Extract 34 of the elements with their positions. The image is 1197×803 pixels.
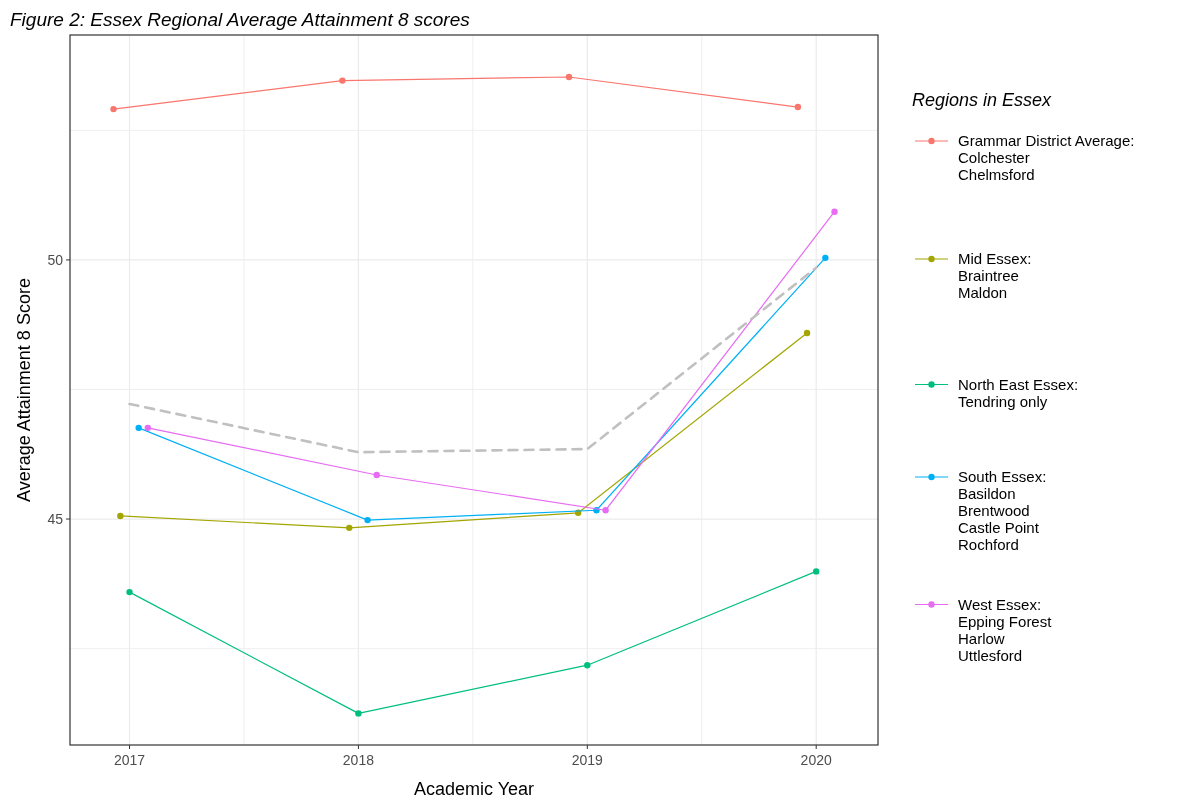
- point: [339, 77, 346, 84]
- point: [346, 524, 353, 532]
- point: [803, 329, 811, 337]
- x-tick-label: 2017: [113, 752, 146, 768]
- point: [364, 516, 371, 524]
- y-tick-label: 50: [47, 251, 64, 268]
- legend-label: Mid Essex: Braintree Maldon: [958, 250, 1032, 301]
- point: [110, 105, 117, 113]
- point: [602, 507, 609, 514]
- point: [117, 512, 124, 520]
- legend-label: West Essex: Epping Forest Harlow Uttlesford: [958, 595, 1053, 664]
- x-tick-label: 2020: [800, 752, 832, 768]
- x-axis-title: Academic Year: [413, 779, 535, 799]
- y-tick-label: 45: [47, 511, 64, 528]
- point: [355, 710, 362, 717]
- legend-label: Grammar District Average: Colchester Chelmsford: [958, 132, 1135, 183]
- point: [831, 208, 838, 215]
- point: [813, 568, 820, 575]
- point: [794, 103, 802, 111]
- point: [584, 661, 591, 669]
- legend-label: North East Essex: Tendring only: [958, 375, 1079, 410]
- point: [565, 73, 573, 81]
- x-tick-label: 2019: [571, 752, 604, 768]
- line-series: [128, 266, 818, 454]
- legend-title: Regions in Essex: [912, 90, 1053, 110]
- point: [144, 424, 152, 432]
- chart-title: Figure 2: Essex Regional Average Attainment 8 scores: [10, 9, 471, 30]
- y-axis-title: Average Attainment 8 Score: [14, 278, 34, 502]
- point: [135, 424, 142, 432]
- x-tick-label: 2018: [342, 752, 375, 768]
- point: [126, 588, 133, 596]
- point: [822, 254, 829, 262]
- point: [373, 471, 380, 479]
- legend-label: South Essex: Basildon Brentwood Castle Point Rochford: [958, 468, 1047, 553]
